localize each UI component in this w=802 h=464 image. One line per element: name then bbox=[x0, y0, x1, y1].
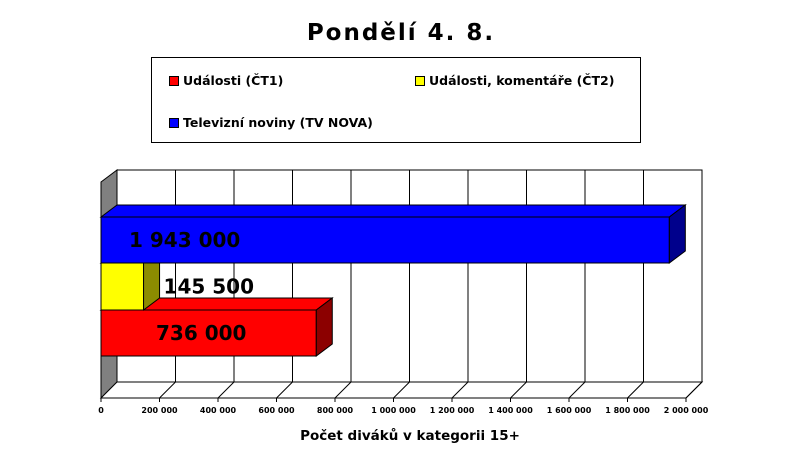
bar-side-face bbox=[315, 297, 333, 357]
x-tick-label: 1 600 000 bbox=[547, 406, 592, 415]
bar-side-face bbox=[668, 204, 686, 264]
x-tick-label: 800 000 bbox=[317, 406, 354, 415]
bar-top-face bbox=[99, 204, 687, 218]
legend-label-nova: Televizní noviny (TV NOVA) bbox=[183, 115, 373, 130]
x-tick-label: 2 000 000 bbox=[664, 406, 709, 415]
x-tick-label: 1 200 000 bbox=[430, 406, 475, 415]
bar-data-label: 1 943 000 bbox=[129, 228, 240, 252]
bar-data-label: 145 500 bbox=[164, 275, 254, 299]
legend-swatch-ct1 bbox=[169, 75, 179, 86]
bar bbox=[100, 309, 317, 357]
x-tick-label: 400 000 bbox=[200, 406, 237, 415]
gridline-floor bbox=[510, 381, 527, 399]
bar bbox=[100, 216, 670, 264]
gridline-floor bbox=[276, 381, 293, 399]
x-axis-label: Počet diváků v kategorii 15+ bbox=[300, 428, 520, 444]
chart-title: Pondělí 4. 8. bbox=[306, 20, 496, 46]
x-tick-label: 200 000 bbox=[141, 406, 178, 415]
x-tick-label: 600 000 bbox=[258, 406, 295, 415]
bar-data-label: 736 000 bbox=[156, 321, 246, 345]
legend-label-ct2: Události, komentáře (ČT2) bbox=[429, 73, 615, 88]
bar bbox=[100, 262, 145, 311]
legend-label-ct1: Události (ČT1) bbox=[183, 73, 284, 88]
x-tick-label: 1 400 000 bbox=[488, 406, 533, 415]
gridline-floor bbox=[451, 381, 469, 399]
legend: Události (ČT1) Události, komentáře (ČT2)… bbox=[151, 57, 641, 143]
gridline-floor bbox=[217, 381, 235, 399]
x-tick-label: 0 bbox=[98, 406, 104, 415]
legend-swatch-ct2 bbox=[415, 75, 425, 86]
legend-item-ct1: Události (ČT1) bbox=[169, 73, 283, 88]
x-tick-label: 1 000 000 bbox=[371, 406, 416, 415]
gridline-floor bbox=[159, 381, 176, 399]
legend-item-ct2: Události, komentáře (ČT2) bbox=[415, 73, 614, 88]
legend-item-nova: Televizní noviny (TV NOVA) bbox=[169, 115, 373, 130]
x-tick-label: 1 800 000 bbox=[605, 406, 650, 415]
gridline-floor bbox=[334, 381, 352, 399]
gridline-floor bbox=[568, 381, 586, 399]
legend-swatch-nova bbox=[169, 117, 179, 128]
gridline-floor bbox=[685, 381, 703, 399]
gridline-floor bbox=[393, 381, 410, 399]
gridline-floor bbox=[627, 381, 644, 399]
